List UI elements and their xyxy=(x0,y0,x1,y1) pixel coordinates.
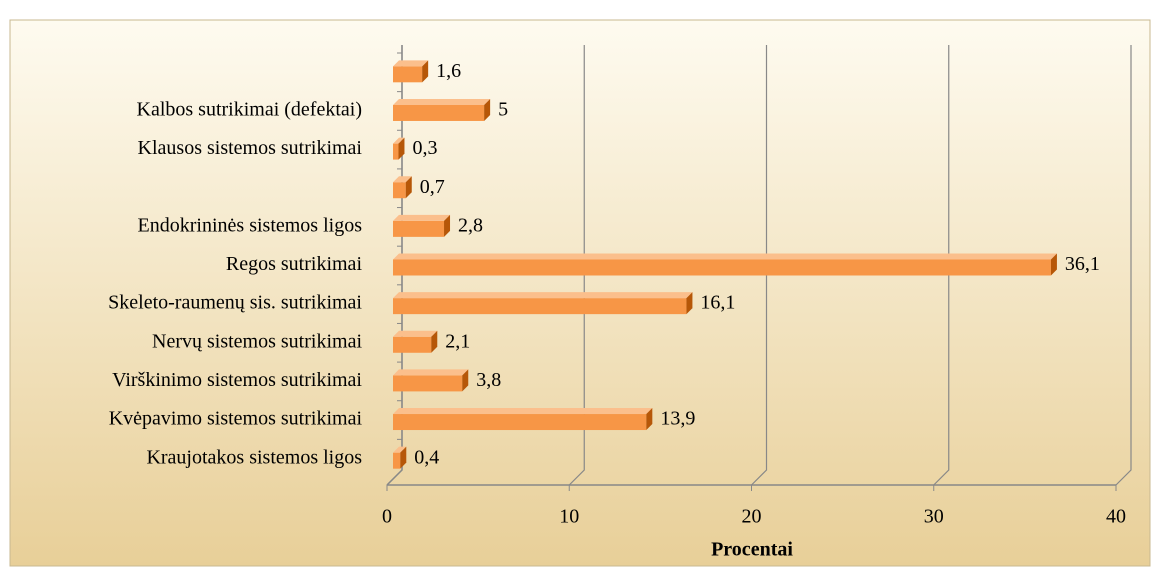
value-label: 13,9 xyxy=(660,408,695,430)
y-tick-label: Regos sutrikimai xyxy=(226,253,363,275)
bar xyxy=(393,336,432,353)
bar xyxy=(393,452,401,469)
y-tick-label: Skeleto-raumenų sis. sutrikimai xyxy=(108,292,362,314)
bar-side xyxy=(398,137,405,160)
x-axis-label: Procentai xyxy=(711,539,793,561)
bar-side xyxy=(444,214,451,237)
bar-top xyxy=(393,98,491,105)
value-label: 36,1 xyxy=(1065,253,1100,275)
value-label: 0,3 xyxy=(412,137,437,159)
bar-top xyxy=(393,369,469,376)
bar-side xyxy=(686,292,693,315)
y-tick-label: Kvėpavimo sistemos sutrikimai xyxy=(109,408,363,430)
bar xyxy=(393,66,423,83)
x-tick-label: 20 xyxy=(742,506,762,528)
bar-top xyxy=(393,214,451,221)
bar-side xyxy=(462,369,469,392)
bar-side xyxy=(431,330,438,353)
x-tick-label: 0 xyxy=(382,506,392,528)
bar-top xyxy=(393,176,412,183)
bar-top xyxy=(393,60,429,67)
bar-top xyxy=(393,137,405,144)
x-tick-label: 30 xyxy=(924,506,944,528)
bar-side xyxy=(400,446,407,469)
bar-top xyxy=(393,408,653,415)
bar xyxy=(393,182,406,199)
grid-line xyxy=(933,45,950,486)
value-label: 1,6 xyxy=(436,60,461,82)
grid-line xyxy=(568,45,585,486)
bar xyxy=(393,414,647,431)
y-tick-label: Nervų sistemos sutrikimai xyxy=(152,330,362,352)
y-tick-label: Endokrininės sistemos ligos xyxy=(138,214,363,236)
value-label: 5 xyxy=(498,99,508,121)
y-tick-label: Kalbos sutrikimai (defektai) xyxy=(137,99,363,121)
x-tick-label: 40 xyxy=(1106,506,1126,528)
value-label: 0,7 xyxy=(420,176,445,198)
bar xyxy=(393,298,687,315)
bar-top xyxy=(393,292,693,299)
y-tick-label: Virškinimo sistemos sutrikimai xyxy=(112,369,362,391)
bar xyxy=(393,143,399,160)
y-tick-label: Klausos sistemos sutrikimai xyxy=(138,137,363,159)
grid-line xyxy=(751,45,768,486)
y-tick-label: Kraujotakos sistemos ligos xyxy=(146,446,362,468)
bar xyxy=(393,220,445,237)
bar xyxy=(393,104,485,121)
bar xyxy=(393,375,463,392)
value-label: 0,4 xyxy=(414,446,439,468)
bar-side xyxy=(646,408,653,431)
bar-top xyxy=(393,330,438,337)
value-label: 2,8 xyxy=(458,214,483,236)
bar xyxy=(393,259,1051,276)
x-tick-label: 10 xyxy=(559,506,579,528)
bar-top xyxy=(393,446,407,453)
bar-side xyxy=(484,98,491,121)
bar-side xyxy=(405,176,412,199)
value-label: 2,1 xyxy=(445,330,470,352)
value-label: 3,8 xyxy=(476,369,501,391)
grid-line xyxy=(1115,45,1132,486)
bar-side xyxy=(1050,253,1057,276)
value-label: 16,1 xyxy=(700,292,735,314)
bar-top xyxy=(393,253,1057,260)
bar-side xyxy=(422,60,429,83)
